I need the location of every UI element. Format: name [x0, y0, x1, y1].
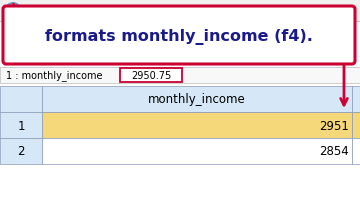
- FancyBboxPatch shape: [3, 7, 355, 65]
- Text: 2950.75: 2950.75: [131, 71, 171, 81]
- Bar: [0, 68, 360, 84]
- Bar: [0, 138, 42, 164]
- Text: 1 : monthly_income: 1 : monthly_income: [6, 70, 103, 81]
- Text: 2854: 2854: [319, 145, 349, 158]
- Text: 2951: 2951: [319, 119, 349, 132]
- Bar: [0, 86, 42, 112]
- Bar: [42, 138, 352, 164]
- Bar: [352, 112, 360, 138]
- Bar: [0, 0, 360, 22]
- Bar: [0, 112, 42, 138]
- Ellipse shape: [5, 3, 21, 19]
- Text: 2: 2: [17, 145, 25, 158]
- Text: monthly_income: monthly_income: [148, 93, 246, 106]
- Text: 1: 1: [17, 119, 25, 132]
- Bar: [352, 86, 360, 112]
- Bar: [42, 86, 352, 112]
- Text: formats monthly_income (f4).: formats monthly_income (f4).: [45, 29, 313, 45]
- Bar: [120, 69, 182, 83]
- Bar: [352, 138, 360, 164]
- Bar: [42, 112, 352, 138]
